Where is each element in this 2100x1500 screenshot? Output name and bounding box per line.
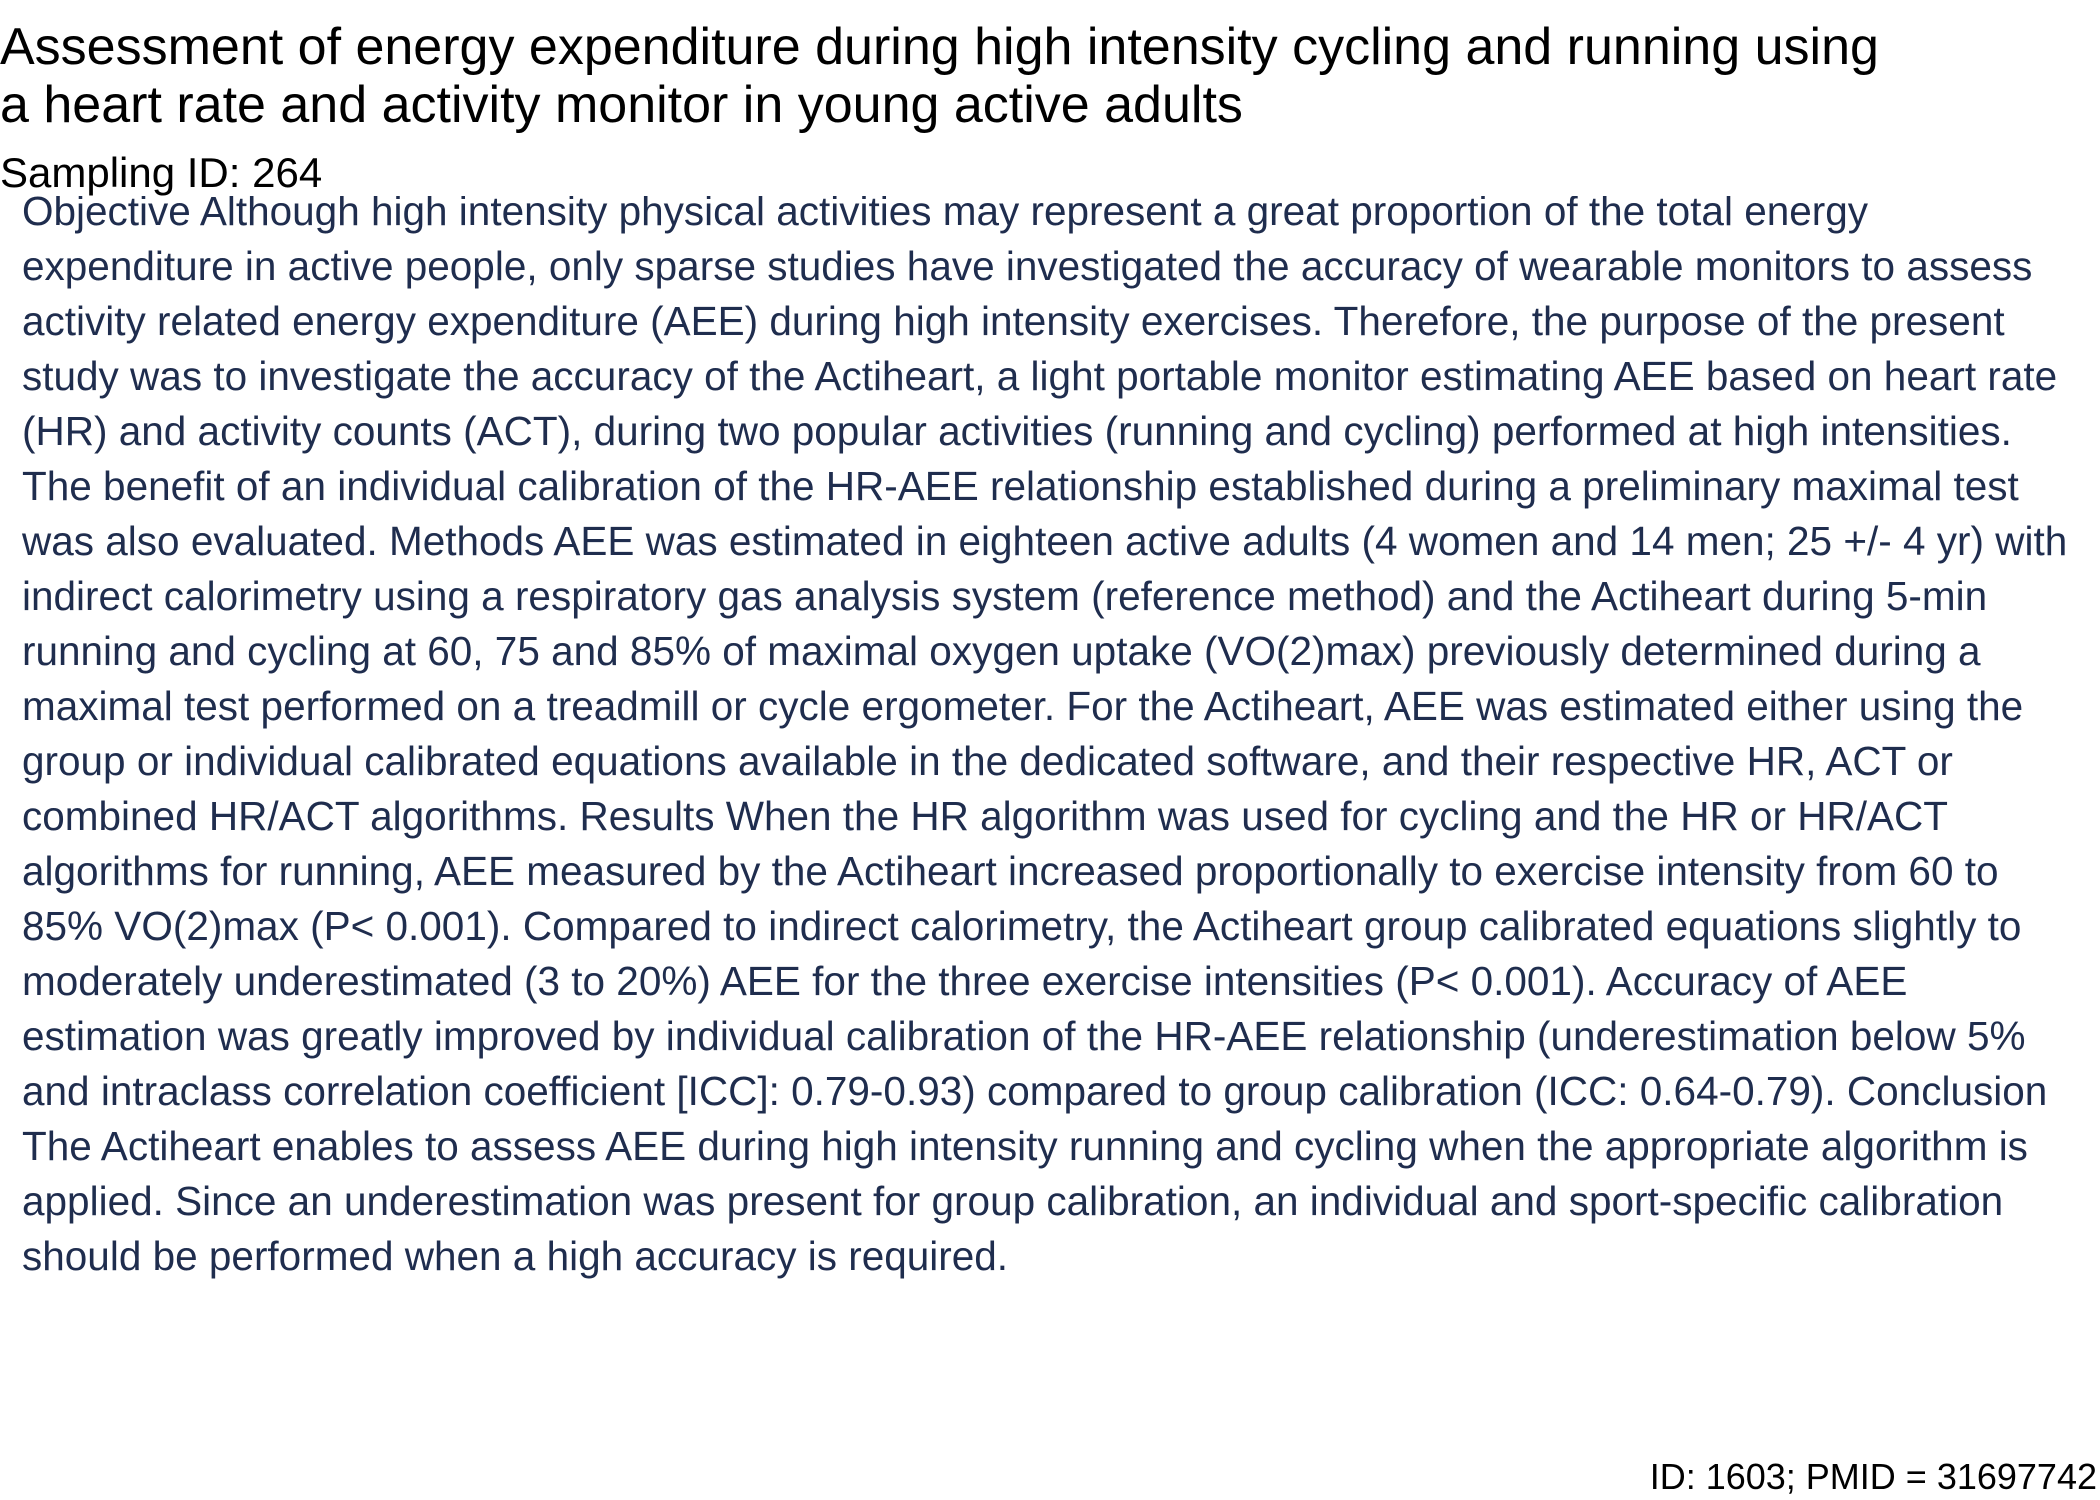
abstract-frame: Objective Although high intensity physic…: [22, 196, 2082, 1442]
sampling-id: Sampling ID: 264: [0, 149, 323, 196]
document-title: Assessment of energy expenditure during …: [0, 18, 1879, 134]
abstract-text: Objective Although high intensity physic…: [22, 196, 2068, 1279]
footer-id: ID: 1603; PMID = 31697742: [1649, 1456, 2097, 1497]
